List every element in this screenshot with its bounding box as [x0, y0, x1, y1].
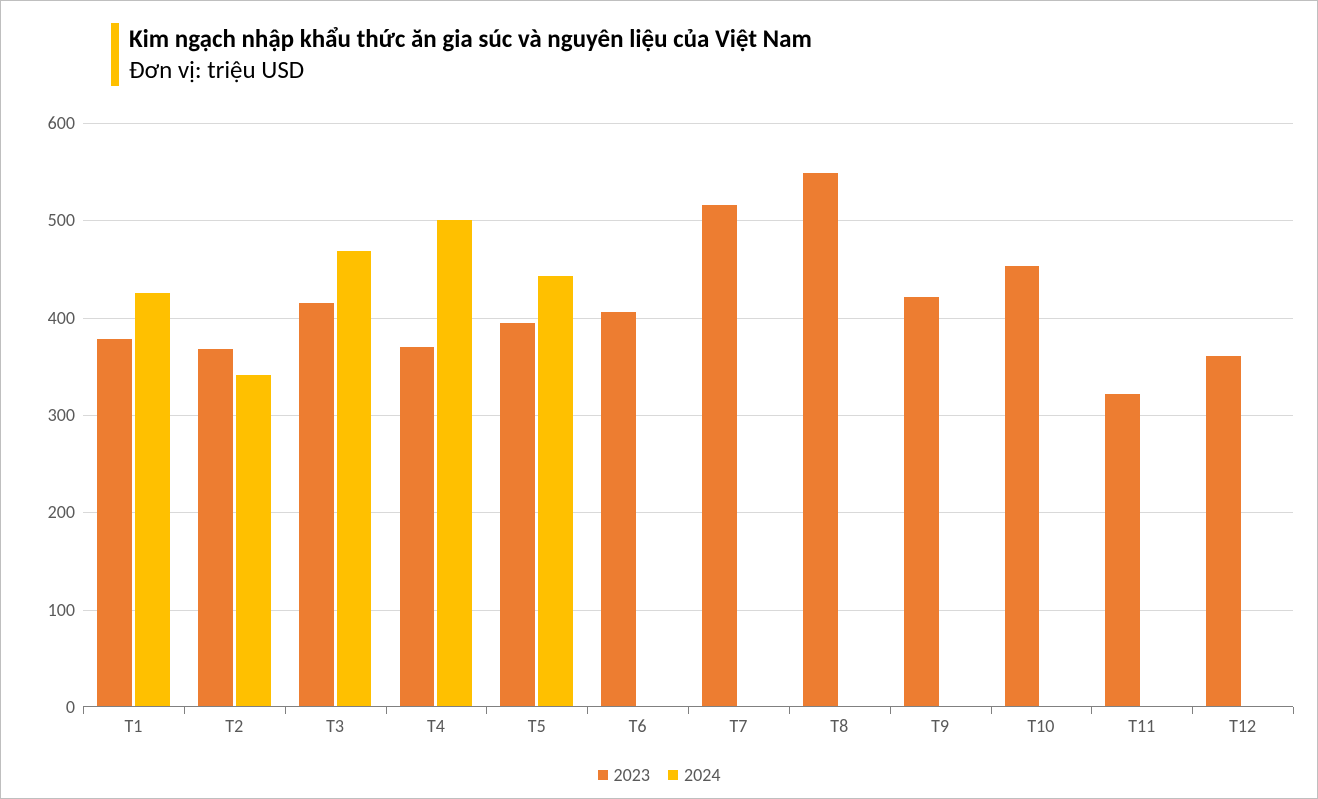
bar: [198, 349, 233, 707]
x-tick: [285, 707, 286, 714]
x-tick: [991, 707, 992, 714]
x-tick: [789, 707, 790, 714]
bar: [299, 303, 334, 707]
y-tick-label: 500: [48, 209, 75, 231]
x-tick-label: T3: [326, 715, 344, 737]
x-tick-label: T2: [225, 715, 243, 737]
x-tick-label: T12: [1229, 715, 1256, 737]
chart-container: Kim ngạch nhập khẩu thức ăn gia súc và n…: [0, 0, 1318, 799]
x-tick-label: T11: [1128, 715, 1155, 737]
x-tick: [386, 707, 387, 714]
x-tick: [184, 707, 185, 714]
x-tick: [486, 707, 487, 714]
legend-item: 2024: [668, 764, 721, 786]
x-tick-label: T1: [124, 715, 142, 737]
bar: [702, 205, 737, 707]
x-tick: [587, 707, 588, 714]
x-axis-labels: T1 T2 T3 T4 T5 T6 T7 T8 T9 T10 T11 T12: [83, 715, 1293, 743]
chart-title: Kim ngạch nhập khẩu thức ăn gia súc và n…: [129, 23, 812, 54]
y-tick-label: 100: [48, 599, 75, 621]
x-tick-label: T6: [629, 715, 647, 737]
y-tick-label: 200: [48, 501, 75, 523]
legend-item: 2023: [598, 764, 651, 786]
x-tick-label: T7: [729, 715, 747, 737]
x-tick-label: T10: [1027, 715, 1054, 737]
legend-swatch: [598, 770, 608, 780]
bar: [236, 375, 271, 707]
bar: [135, 293, 170, 707]
bar: [337, 251, 372, 707]
bar: [1105, 394, 1140, 707]
x-tick: [83, 707, 84, 714]
y-axis-labels: 0100200300400500600: [19, 123, 75, 707]
x-tick-label: T4: [427, 715, 445, 737]
bar: [97, 339, 132, 707]
bar: [1206, 356, 1241, 707]
x-tick-label: T9: [931, 715, 949, 737]
legend-label: 2024: [684, 764, 721, 786]
title-text: Kim ngạch nhập khẩu thức ăn gia súc và n…: [129, 23, 812, 86]
x-tick: [1091, 707, 1092, 714]
bars-layer: [83, 123, 1293, 707]
plot-area: [83, 123, 1293, 707]
bar: [437, 220, 472, 707]
x-tick: [688, 707, 689, 714]
x-tick: [1293, 707, 1294, 714]
x-tick: [1192, 707, 1193, 714]
x-tick: [890, 707, 891, 714]
legend: 2023 2024: [1, 764, 1317, 786]
y-tick-label: 0: [66, 696, 75, 718]
legend-swatch: [668, 770, 678, 780]
bar: [500, 323, 535, 707]
bar: [601, 312, 636, 707]
bar: [904, 297, 939, 707]
bar: [1005, 266, 1040, 707]
bar: [538, 276, 573, 707]
chart-title-block: Kim ngạch nhập khẩu thức ăn gia súc và n…: [111, 23, 812, 86]
x-tick-label: T8: [830, 715, 848, 737]
bar: [803, 173, 838, 707]
bar: [400, 347, 435, 707]
y-tick-label: 400: [48, 307, 75, 329]
legend-label: 2023: [614, 764, 651, 786]
y-tick-label: 600: [48, 112, 75, 134]
y-tick-label: 300: [48, 404, 75, 426]
chart-subtitle: Đơn vị: triệu USD: [129, 54, 812, 85]
title-accent-bar: [111, 23, 119, 86]
x-tick-label: T5: [528, 715, 546, 737]
x-axis-ticks: [83, 707, 1293, 714]
